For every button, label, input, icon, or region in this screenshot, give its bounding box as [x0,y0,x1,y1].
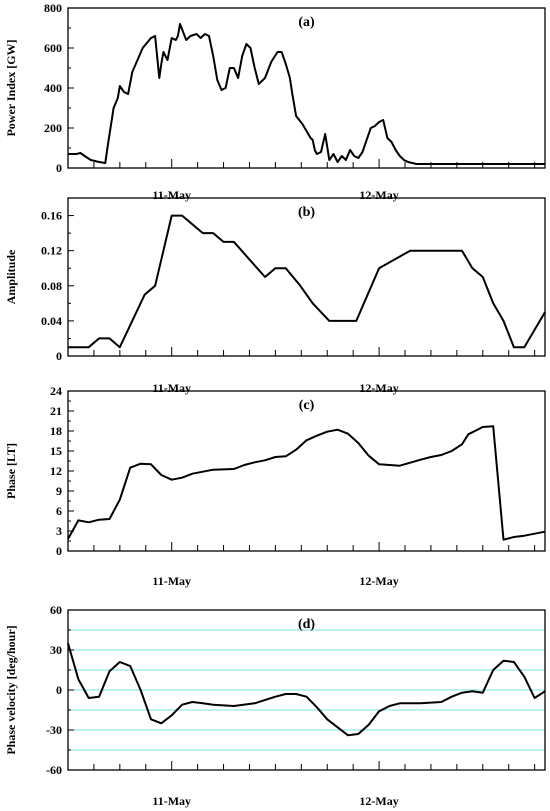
y-tick-label: 0.04 [41,314,62,328]
y-tick-label: 18 [50,424,62,438]
x-tick-label: 12-May [359,574,398,588]
y-tick-label: 12 [50,464,62,478]
series-line [68,214,546,349]
plot-frame [67,390,546,552]
x-tick-label: 12-May [359,794,398,808]
y-tick-label: 200 [44,121,62,135]
y-tick-label: 6 [56,504,62,518]
panel-tag: (a) [298,15,315,30]
y-axis-label: Power Index [GW] [4,39,18,136]
y-tick-label: -60 [46,763,62,777]
y-axis-label: Phase [LT] [4,443,18,499]
y-tick-label: 60 [50,603,62,617]
y-tick-label: 24 [50,384,62,398]
y-tick-label: 0 [56,544,62,558]
y-tick-label: -30 [46,723,62,737]
series-line [67,425,546,541]
panel-tag: (c) [299,398,315,413]
y-tick-label: 21 [50,404,62,418]
panel-c: 0 3 6 9 12 15 18 21 24 11-May 12-May Phase [LT] (c) [4,384,546,588]
y-tick-label: 800 [44,1,62,15]
x-tick-label: 11-May [152,381,191,395]
y-axis-label: Amplitude [4,249,18,304]
x-tick-label: 12-May [359,381,398,395]
y-tick-label: 0 [56,161,62,175]
y-tick-label: 0.16 [41,209,62,223]
panel-d: -60 -30 0 30 60 11-May 12-May Phase velocity [d… [4,603,546,808]
x-tick-label: 12-May [359,188,398,202]
y-tick-label: 3 [56,524,62,538]
panel-a: 0 200 400 600 800 11-May 12-May Power Index [GW… [4,1,546,202]
panel-tag: (d) [298,617,315,632]
y-tick-label: 0 [56,683,62,697]
y-axis-label: Phase velocity [deg/hour] [4,625,18,754]
x-tick-label: 11-May [152,188,191,202]
y-tick-label: 9 [56,484,62,498]
series-line [68,23,545,165]
y-tick-label: 0 [56,349,62,363]
panel-tag: (b) [298,205,315,220]
plot-frame [67,197,546,357]
series-line [67,643,546,737]
y-tick-label: 15 [50,444,62,458]
y-tick-label: 30 [50,643,62,657]
plot-frame [67,7,546,169]
y-tick-label: 0.08 [41,279,62,293]
panel-b: 0 0.04 0.08 0.12 0.16 11-May 12-May Amplitude (b… [4,197,546,395]
x-tick-label: 11-May [152,574,191,588]
y-tick-label: 0.12 [41,244,62,258]
y-tick-label: 400 [44,81,62,95]
x-tick-label: 11-May [152,794,191,808]
y-tick-label: 600 [44,41,62,55]
